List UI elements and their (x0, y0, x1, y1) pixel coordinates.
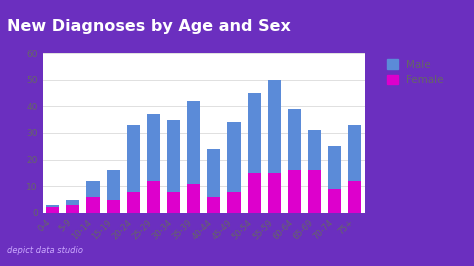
Bar (167, 192, 180, 213)
Bar (66, 205, 80, 213)
Legend: Male, Female: Male, Female (383, 55, 447, 89)
Bar (288, 109, 301, 170)
Bar (46, 205, 59, 207)
Bar (247, 93, 261, 173)
Bar (228, 192, 241, 213)
Bar (127, 125, 140, 192)
Bar (107, 200, 120, 213)
Bar (187, 101, 201, 184)
Bar (147, 181, 160, 213)
Text: New Diagnoses by Age and Sex: New Diagnoses by Age and Sex (7, 19, 291, 34)
Bar (46, 207, 59, 213)
Bar (348, 125, 362, 181)
Bar (247, 173, 261, 213)
Bar (167, 120, 180, 192)
Bar (228, 122, 241, 192)
Bar (86, 197, 100, 213)
Bar (328, 146, 341, 189)
Bar (268, 80, 281, 173)
Bar (66, 200, 80, 205)
Bar (268, 173, 281, 213)
Bar (107, 170, 120, 200)
Bar (328, 189, 341, 213)
Text: depict data studio: depict data studio (7, 246, 83, 255)
Bar (187, 184, 201, 213)
Bar (288, 170, 301, 213)
Bar (207, 149, 220, 197)
Bar (348, 181, 362, 213)
Bar (127, 192, 140, 213)
Bar (308, 170, 321, 213)
Bar (207, 197, 220, 213)
Bar (308, 130, 321, 170)
Bar (86, 181, 100, 197)
Bar (147, 114, 160, 181)
